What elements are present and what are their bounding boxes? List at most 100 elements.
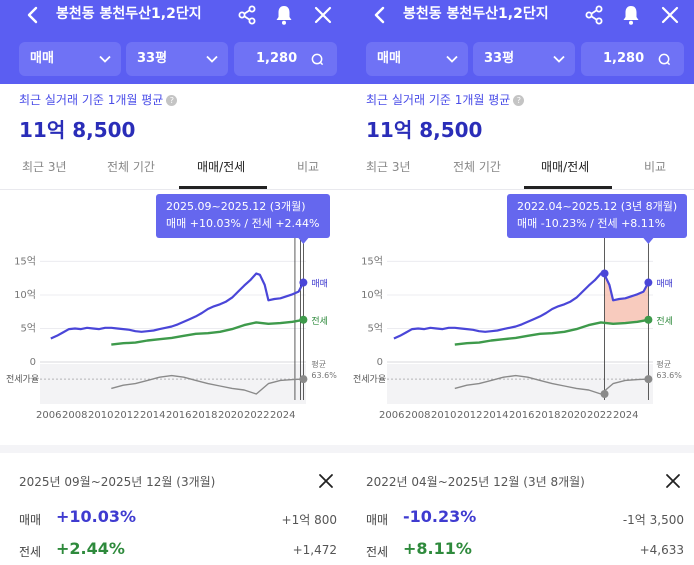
size-value: 33평	[484, 51, 515, 66]
detail-amount: +1억 800	[281, 513, 337, 527]
close-icon[interactable]	[658, 3, 682, 27]
data-point-sale	[299, 278, 308, 287]
price-subtitle-text: 최근 실거래 기준 1개월 평균	[366, 93, 511, 107]
trade-type-select[interactable]: 매매	[19, 42, 121, 76]
panel-left: 봉천동 봉천두산1,2단지 매매 33평 1,280 최근 실	[0, 0, 347, 561]
page-title: 봉천동 봉천두산1,2단지	[56, 6, 202, 22]
detail-amount: +4,633	[639, 543, 684, 557]
close-icon[interactable]	[311, 3, 335, 27]
help-icon[interactable]: ?	[166, 95, 178, 106]
close-icon[interactable]	[663, 471, 683, 491]
active-tab-indicator	[524, 186, 612, 189]
tab-all-period[interactable]: 전체 기간	[107, 160, 155, 174]
tab-recent-3y[interactable]: 최근 3년	[22, 160, 67, 174]
average-price: 11억 8,500	[366, 118, 483, 142]
series-label-sale: 매매	[311, 279, 328, 290]
x-axis-labels: 2006 2008 2010 2012 2014 2016 2018 2020 …	[347, 410, 694, 428]
price-search-button[interactable]: 1,280	[234, 42, 337, 76]
price-chart[interactable]: 15억 10억 5억 0 전세가율 매매 전세 평균 63.6%	[347, 190, 694, 405]
trade-type-value: 매매	[377, 51, 401, 66]
series-line-ratio	[454, 374, 649, 395]
series-label-sale: 매매	[656, 279, 673, 290]
x-tick-label: 2012	[114, 410, 140, 421]
title-bar: 봉천동 봉천두산1,2단지	[347, 0, 694, 30]
detail-amount: +1,472	[292, 543, 337, 557]
chevron-down-icon	[206, 55, 218, 63]
series-line-jeonse	[111, 318, 304, 346]
back-icon[interactable]	[22, 4, 44, 26]
bell-icon[interactable]	[272, 3, 296, 27]
tab-recent-3y[interactable]: 최근 3년	[366, 160, 411, 174]
size-select[interactable]: 33평	[473, 42, 575, 76]
price-search-button[interactable]: 1,280	[581, 42, 684, 76]
y-tick-label: 5억	[20, 322, 36, 334]
size-select[interactable]: 33평	[126, 42, 228, 76]
x-tick-label: 2016	[509, 410, 535, 421]
data-point-sale	[644, 278, 653, 287]
active-tab-indicator	[179, 186, 267, 189]
y-tick-label: 0	[30, 357, 36, 368]
search-icon	[311, 53, 324, 66]
tab-sale-jeonse[interactable]: 매매/전세	[197, 160, 246, 174]
detail-key: 전세	[366, 545, 389, 559]
back-icon[interactable]	[369, 4, 391, 26]
x-tick-label: 2010	[431, 410, 457, 421]
price-subtitle: 최근 실거래 기준 1개월 평균?	[366, 91, 525, 108]
detail-range: 2022년 04월~2025년 12월 (3년 8개월)	[366, 475, 585, 489]
x-tick-label: 2022	[587, 410, 613, 421]
data-point-ratio	[299, 375, 308, 384]
trade-type-value: 매매	[30, 51, 54, 66]
average-value: 63.6%	[311, 371, 337, 380]
tab-compare[interactable]: 비교	[297, 160, 320, 174]
x-tick-label: 2006	[379, 410, 405, 421]
tooltip-pointer	[298, 238, 309, 244]
price-value: 1,280	[603, 51, 645, 66]
price-chart[interactable]: 15억 10억 5억 0 전세가율 매매 전세 평균 63.6%	[0, 190, 347, 405]
x-tick-label: 2018	[192, 410, 218, 421]
y-tick-label: 15억	[14, 255, 36, 267]
data-point-ratio	[644, 375, 653, 384]
detail-pct: -10.23%	[403, 507, 477, 526]
tooltip-range: 2022.04~2025.12 (3년 8개월)	[517, 200, 678, 213]
tooltip-pointer	[643, 238, 654, 244]
range-tooltip: 2025.09~2025.12 (3개월) 매매 +10.03% / 전세 +2…	[156, 194, 330, 238]
price-subtitle-text: 최근 실거래 기준 1개월 평균	[19, 93, 164, 107]
tab-bar: 최근 3년 전체 기간 매매/전세 비교	[0, 148, 347, 190]
tab-all-period[interactable]: 전체 기간	[453, 160, 501, 174]
bell-icon[interactable]	[619, 3, 643, 27]
tab-compare[interactable]: 비교	[644, 160, 667, 174]
tab-sale-jeonse[interactable]: 매매/전세	[541, 160, 590, 174]
series-label-jeonse: 전세	[311, 316, 328, 327]
help-icon[interactable]: ?	[513, 95, 525, 106]
series-line-sale	[393, 272, 650, 340]
trade-type-select[interactable]: 매매	[366, 42, 468, 76]
series-line-jeonse	[454, 318, 649, 346]
tooltip-range: 2025.09~2025.12 (3개월)	[166, 200, 306, 213]
detail-key: 전세	[19, 545, 42, 559]
range-detail-card: 2022년 04월~2025년 12월 (3년 8개월) 매매 -10.23% …	[347, 445, 694, 565]
share-icon[interactable]	[235, 3, 259, 27]
x-tick-label: 2024	[270, 410, 296, 421]
top-bar: 봉천동 봉천두산1,2단지 매매 33평 1,280	[347, 0, 694, 84]
panel-right: 봉천동 봉천두산1,2단지 매매 33평 1,280 최근 실	[347, 0, 694, 565]
ratio-label: 전세가율	[353, 374, 386, 385]
y-tick-label: 5억	[367, 322, 383, 334]
gap-area	[604, 274, 649, 324]
y-tick-label: 0	[377, 357, 383, 368]
share-icon[interactable]	[582, 3, 606, 27]
detail-row-jeonse: 전세 +8.11% +4,633	[366, 539, 684, 561]
average-price: 11억 8,500	[19, 118, 136, 142]
tooltip-change: 매매 +10.03% / 전세 +2.44%	[166, 217, 320, 230]
detail-row-jeonse: 전세 +2.44% +1,472	[19, 539, 337, 561]
close-icon[interactable]	[316, 471, 336, 491]
x-tick-label: 2022	[244, 410, 270, 421]
ratio-band	[40, 364, 306, 404]
chevron-down-icon	[553, 55, 565, 63]
x-axis-labels: 2006 2008 2010 2012 2014 2016 2018 2020 …	[0, 410, 347, 428]
series-line-sale	[50, 272, 305, 340]
detail-key: 매매	[19, 513, 42, 527]
detail-pct: +2.44%	[56, 539, 125, 558]
chevron-down-icon	[446, 55, 458, 63]
tooltip-change: 매매 -10.23% / 전세 +8.11%	[517, 217, 666, 230]
